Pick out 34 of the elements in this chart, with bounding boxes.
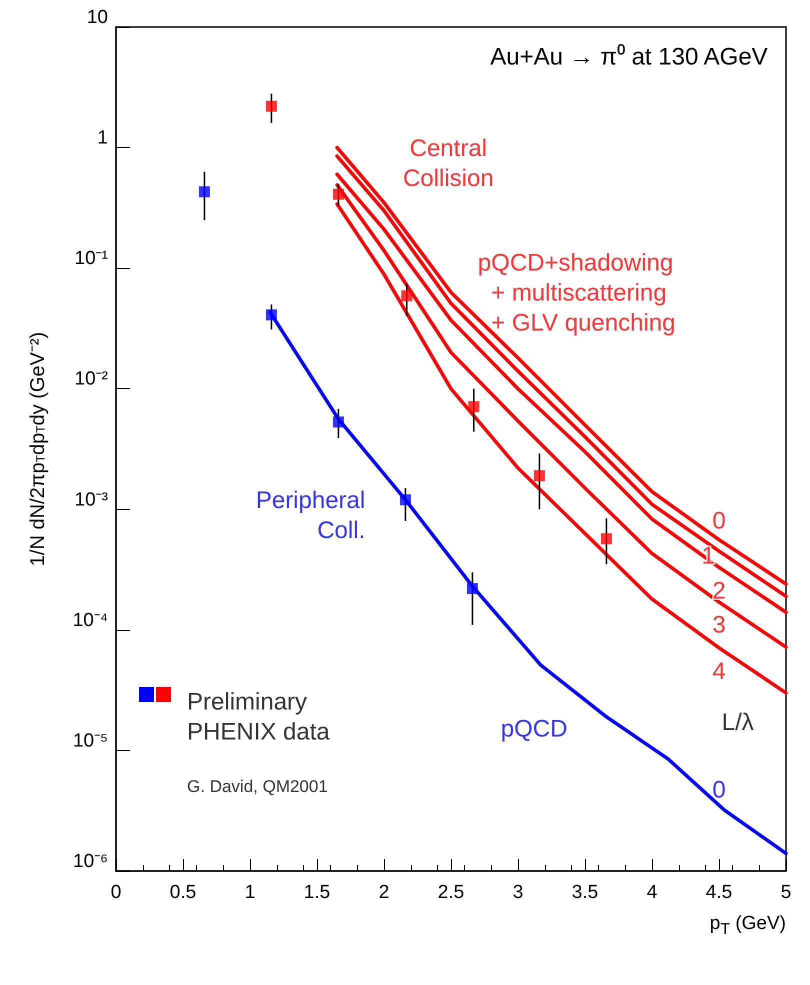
x-tick-label: 3.5 <box>572 882 598 903</box>
x-axis-title: p$_{T}$ (GeV) <box>710 913 786 939</box>
x-tick-label: 4.5 <box>706 882 732 903</box>
annotation: 0 <box>712 507 726 534</box>
annotation: Peripheral Coll. <box>256 486 366 544</box>
annotation: 3 <box>712 611 726 638</box>
y-tick-label: 10⁻³ <box>74 489 108 510</box>
y-tick-label: 1 <box>97 128 108 149</box>
x-tick-label: 1.5 <box>304 882 330 903</box>
annotation: L/λ <box>722 709 754 736</box>
x-tick-label: 5 <box>780 882 792 903</box>
annotation: Preliminary PHENIX data <box>187 688 330 746</box>
y-tick-label: 10⁻² <box>74 368 108 390</box>
annotation: Central Collision <box>402 134 494 192</box>
annotation: 2 <box>712 578 726 605</box>
y-tick-label: 10 <box>86 7 108 28</box>
x-tick-label: 4 <box>646 882 658 903</box>
y-axis-title: 1/N dN/2πpTdpTdy (GeV⁻²) <box>27 332 49 566</box>
y-tick-label: 10⁻⁵ <box>72 730 108 752</box>
y-tick-label: 10⁻⁶ <box>73 851 108 872</box>
text: Au+Au → π⁰ at 130 AGeV <box>490 44 768 70</box>
annotation: 0 <box>712 776 726 804</box>
x-tick-label: 2.5 <box>438 882 464 903</box>
y-tick-label: 10⁻¹ <box>74 248 108 270</box>
x-tick-label: 0 <box>110 882 122 903</box>
y-tick-label: 10⁻⁴ <box>72 610 108 631</box>
x-tick-label: 2 <box>378 882 390 903</box>
annotation: 4 <box>712 658 726 686</box>
x-tick-label: 0.5 <box>170 882 196 903</box>
annotation: G. David, QM2001 <box>187 777 328 796</box>
annotation: pQCD <box>500 716 568 743</box>
x-tick-label: 3 <box>512 882 524 903</box>
x-tick-label: 1 <box>244 882 256 903</box>
annotation: pQCD+shadowing + multiscattering + GLV quenching <box>478 250 676 337</box>
